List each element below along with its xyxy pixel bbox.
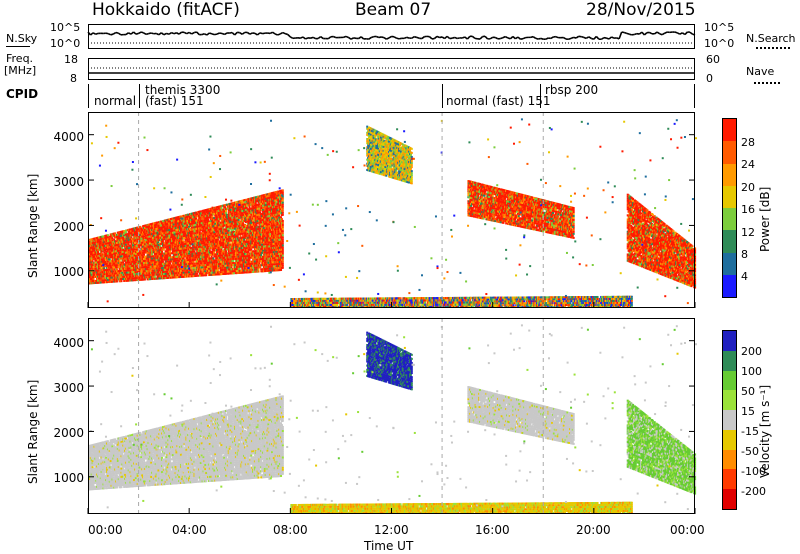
freq-tick-top: 18 — [64, 54, 78, 65]
cpid-segment-sublabel: (fast) 151 — [145, 95, 204, 107]
cpid-segment-label: normal — [94, 95, 136, 107]
beam-title: Beam 07 — [355, 2, 431, 19]
nsearch-legend-line — [756, 47, 790, 49]
cpid-segment-label: rbsp 200 — [545, 84, 598, 96]
nsky-tick-top: 10^5 — [50, 22, 80, 33]
cpid-divider — [540, 84, 541, 108]
cpid-panel — [88, 84, 695, 108]
nave-label: Nave — [746, 66, 774, 77]
velocity-cell — [88, 469, 91, 472]
nsearch-tick-top: 10^5 — [704, 22, 734, 33]
velocity-cell — [90, 452, 93, 455]
nave-tick-bottom: 0 — [706, 73, 713, 84]
freq-label: Freq. — [6, 53, 33, 64]
nsky-tick-bottom: 10^0 — [50, 38, 80, 49]
station-title: Hokkaido (fitACF) — [92, 2, 240, 19]
nsearch-tick-bottom: 10^0 — [704, 38, 734, 49]
nsearch-label: N.Search — [746, 33, 796, 44]
cpid-divider — [442, 84, 443, 108]
nave-tick-top: 60 — [706, 54, 720, 65]
velocity-cell — [90, 477, 93, 480]
freq-tick-bottom: 8 — [70, 73, 77, 84]
freq-panel — [88, 58, 695, 80]
cpid-segment-label: themis 3300 — [145, 84, 220, 96]
nsky-label: N.Sky — [6, 33, 37, 44]
power-cell — [90, 246, 93, 249]
nave-legend-line — [754, 82, 780, 84]
date-title: 28/Nov/2015 — [586, 2, 696, 19]
cpid-divider — [139, 84, 140, 108]
cpid-label: CPID — [6, 88, 38, 100]
cpid-segment-label: normal (fast) 151 — [446, 95, 550, 107]
nsky-panel — [88, 24, 695, 49]
power-cell — [88, 263, 91, 266]
power-cell — [90, 271, 93, 274]
freq-unit-label: [MHz] — [4, 65, 36, 76]
nsky-legend-line — [6, 46, 30, 47]
